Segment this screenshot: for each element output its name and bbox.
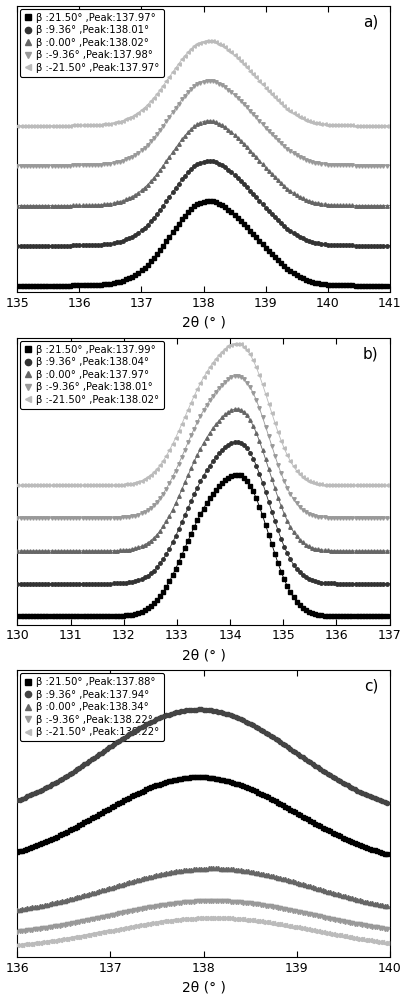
Text: c): c) [364, 679, 379, 694]
Legend: β :21.50° ,Peak:137.99°, β :9.36° ,Peak:138.04°, β :0.00° ,Peak:137.97°, β :-9.3: β :21.50° ,Peak:137.99°, β :9.36° ,Peak:… [20, 341, 164, 409]
Legend: β :21.50° ,Peak:137.97°, β :9.36° ,Peak:138.01°, β :0.00° ,Peak:138.02°, β :-9.3: β :21.50° ,Peak:137.97°, β :9.36° ,Peak:… [20, 9, 164, 77]
X-axis label: 2θ (° ): 2θ (° ) [182, 980, 225, 994]
X-axis label: 2θ (° ): 2θ (° ) [182, 648, 225, 662]
Text: a): a) [363, 14, 379, 29]
X-axis label: 2θ (° ): 2θ (° ) [182, 316, 225, 330]
Text: b): b) [363, 347, 379, 362]
Legend: β :21.50° ,Peak:137.88°, β :9.36° ,Peak:137.94°, β :0.00° ,Peak:138.34°, β :-9.3: β :21.50° ,Peak:137.88°, β :9.36° ,Peak:… [20, 673, 164, 741]
